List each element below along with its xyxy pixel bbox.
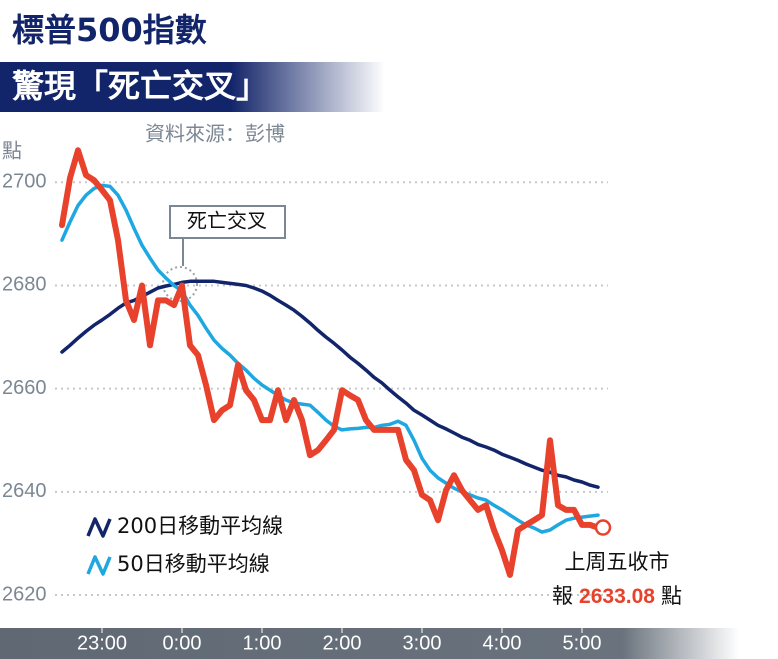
y-tick-label: 2700 xyxy=(2,171,47,193)
y-tick-label: 2620 xyxy=(2,583,47,605)
x-tick-label: 23:00 xyxy=(77,632,127,654)
annotation-box xyxy=(169,205,286,239)
close-prefix: 報 xyxy=(552,584,573,608)
x-axis-band xyxy=(0,628,778,659)
y-tick-label: 2680 xyxy=(2,274,47,296)
x-tick-label: 2:00 xyxy=(323,632,362,654)
legend-swatch xyxy=(86,517,112,538)
chart-subtitle: 驚現「死亡交叉」 xyxy=(12,67,268,105)
x-tick-label: 4:00 xyxy=(483,632,522,654)
close-suffix: 點 xyxy=(661,584,682,608)
x-tick-label: 5:00 xyxy=(563,632,602,654)
cross-highlight xyxy=(162,266,198,302)
y-tick-label: 2640 xyxy=(2,480,47,502)
x-tick-label: 1:00 xyxy=(243,632,282,654)
x-tick-label: 0:00 xyxy=(163,632,202,654)
chart-title: 標普500指數 xyxy=(12,11,207,49)
y-axis-label: 點 xyxy=(2,139,22,163)
legend-swatch xyxy=(86,555,112,576)
close-label: 報 2633.08 點 xyxy=(552,584,682,608)
close-value: 2633.08 xyxy=(579,585,655,608)
close-marker xyxy=(594,519,612,536)
subtitle-banner xyxy=(0,62,385,112)
annotation-text: 死亡交叉 xyxy=(187,209,267,233)
y-tick-label: 2660 xyxy=(2,377,47,399)
legend-label: 200日移動平均線 xyxy=(117,514,283,538)
series-line xyxy=(60,279,600,489)
series-line xyxy=(59,147,601,578)
series-line xyxy=(60,183,600,534)
source: 資料來源：彭博 xyxy=(145,122,285,146)
close-note: 上周五收市 xyxy=(565,550,670,574)
x-tick-label: 3:00 xyxy=(403,632,442,654)
legend-label: 50日移動平均線 xyxy=(117,552,270,576)
